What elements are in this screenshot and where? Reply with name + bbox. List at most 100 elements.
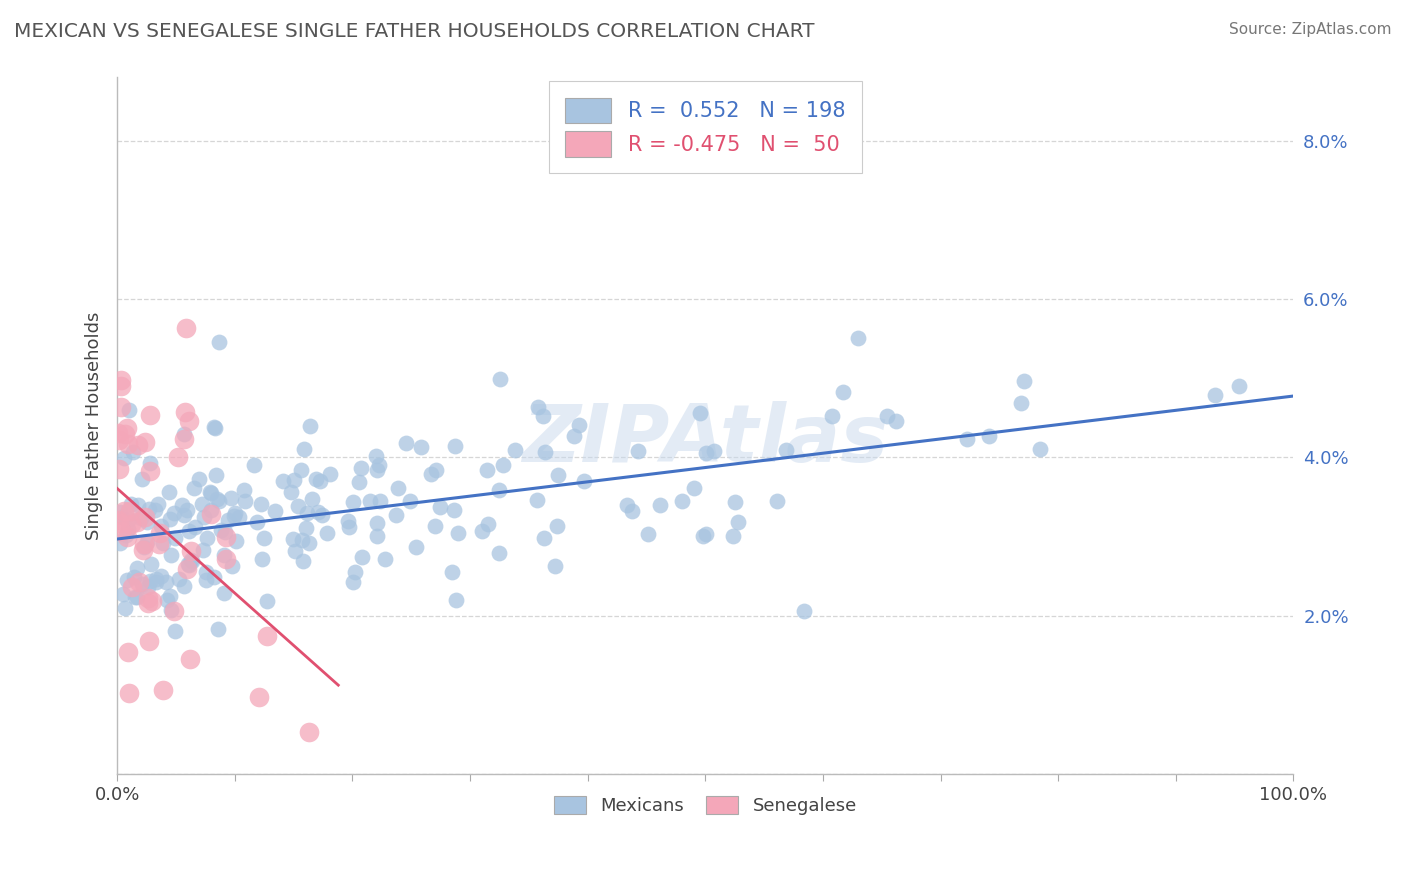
Point — [374, 552, 396, 566]
Point — [132, 537, 155, 551]
Point — [217, 513, 239, 527]
Point — [134, 510, 156, 524]
Point — [152, 683, 174, 698]
Point — [163, 624, 186, 638]
Point — [256, 593, 278, 607]
Point — [228, 510, 250, 524]
Point — [291, 533, 314, 547]
Point — [200, 486, 222, 500]
Point — [120, 498, 142, 512]
Point — [136, 596, 159, 610]
Point — [131, 472, 153, 486]
Point — [209, 523, 232, 537]
Point — [352, 549, 374, 564]
Point — [173, 508, 195, 523]
Point — [163, 604, 186, 618]
Point — [136, 535, 159, 549]
Point — [107, 512, 129, 526]
Point — [159, 589, 181, 603]
Point — [108, 505, 131, 519]
Point — [503, 443, 526, 458]
Point — [208, 494, 231, 508]
Point — [385, 508, 408, 522]
Point — [1227, 379, 1250, 393]
Point — [138, 580, 160, 594]
Point — [190, 497, 212, 511]
Point — [112, 504, 135, 518]
Point — [131, 576, 153, 591]
Point — [562, 429, 585, 443]
Point — [250, 552, 273, 566]
Point — [173, 579, 195, 593]
Point — [692, 529, 714, 543]
Point — [202, 570, 225, 584]
Point — [1029, 442, 1052, 456]
Point — [134, 434, 156, 449]
Point — [443, 502, 465, 516]
Point — [118, 512, 141, 526]
Point — [572, 474, 595, 488]
Legend: Mexicans, Senegalese: Mexicans, Senegalese — [544, 787, 866, 824]
Point — [298, 725, 321, 739]
Point — [409, 440, 432, 454]
Point — [307, 505, 329, 519]
Point — [301, 491, 323, 506]
Point — [207, 622, 229, 636]
Point — [979, 429, 1001, 443]
Point — [174, 405, 197, 419]
Point — [405, 540, 427, 554]
Point — [115, 528, 138, 542]
Point — [477, 517, 499, 532]
Point — [121, 580, 143, 594]
Point — [107, 425, 129, 440]
Point — [139, 457, 162, 471]
Point — [121, 445, 143, 459]
Point — [108, 536, 131, 550]
Point — [689, 406, 711, 420]
Point — [174, 321, 197, 335]
Point — [695, 445, 717, 459]
Point — [152, 536, 174, 550]
Point — [162, 506, 184, 520]
Point — [695, 527, 717, 541]
Point — [195, 565, 218, 579]
Point — [122, 569, 145, 583]
Point — [471, 524, 494, 538]
Point — [342, 495, 364, 509]
Point — [359, 493, 381, 508]
Point — [423, 518, 446, 533]
Point — [395, 436, 418, 450]
Point — [637, 527, 659, 541]
Point — [620, 504, 643, 518]
Point — [489, 372, 512, 386]
Point — [112, 451, 135, 466]
Point — [132, 542, 155, 557]
Point — [533, 444, 555, 458]
Point — [387, 482, 409, 496]
Point — [308, 474, 330, 488]
Y-axis label: Single Father Households: Single Father Households — [86, 311, 103, 540]
Point — [148, 536, 170, 550]
Point — [150, 519, 173, 533]
Point — [246, 515, 269, 529]
Point — [425, 463, 447, 477]
Point — [159, 512, 181, 526]
Point — [114, 601, 136, 615]
Point — [115, 573, 138, 587]
Point — [724, 494, 747, 508]
Point — [627, 443, 650, 458]
Text: MEXICAN VS SENEGALESE SINGLE FATHER HOUSEHOLDS CORRELATION CHART: MEXICAN VS SENEGALESE SINGLE FATHER HOUS… — [14, 22, 814, 41]
Point — [117, 645, 139, 659]
Point — [793, 604, 815, 618]
Point — [290, 463, 312, 477]
Point — [366, 528, 388, 542]
Point — [177, 558, 200, 572]
Point — [263, 504, 285, 518]
Point — [173, 426, 195, 441]
Point — [141, 593, 163, 607]
Point — [250, 497, 273, 511]
Point — [683, 481, 706, 495]
Point — [139, 557, 162, 571]
Point — [315, 526, 337, 541]
Point — [155, 575, 177, 590]
